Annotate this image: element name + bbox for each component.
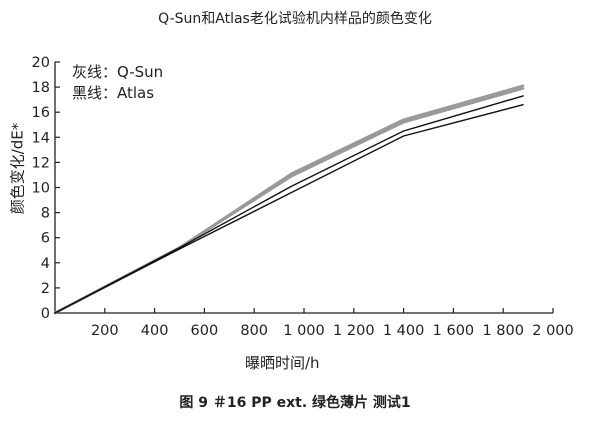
- x-tick-label: 1 000: [283, 323, 325, 339]
- x-tick-label: 200: [91, 323, 119, 339]
- legend-entry-atlas: 黑线：Atlas: [72, 84, 155, 102]
- x-tick-label: 1 600: [433, 323, 475, 339]
- legend: 灰线：Q-Sun 黑线：Atlas: [72, 62, 163, 104]
- y-tick-label: 10: [32, 181, 50, 197]
- y-tick-label: 6: [41, 231, 50, 247]
- legend-entry-qsun: 灰线：Q-Sun: [72, 63, 164, 81]
- x-tick-label: 2 000: [532, 323, 574, 339]
- series-line-atlas-3: [54, 95, 524, 314]
- figure-caption: 图 9 ＃16 PP ext. 绿色薄片 测试1: [179, 395, 411, 411]
- x-tick-label: 1 400: [383, 323, 425, 339]
- y-tick-label: 4: [41, 256, 50, 272]
- y-tick-label: 8: [41, 206, 50, 222]
- y-tick-label: 18: [32, 80, 50, 96]
- y-axis-label: 颜色变化/dE*: [8, 122, 27, 215]
- y-tick-label: 14: [32, 130, 50, 146]
- x-tick-label: 400: [141, 323, 169, 339]
- x-tick-label: 1 200: [333, 323, 375, 339]
- x-tick-label: 600: [191, 323, 219, 339]
- series-layer: [53, 84, 525, 315]
- x-tick-label: 800: [240, 323, 268, 339]
- series-line-q-sun-2: [53, 87, 525, 315]
- chart-title: Q-Sun和Atlas老化试验机内样品的颜色变化: [158, 11, 432, 27]
- y-tick-label: 20: [32, 55, 50, 71]
- x-tick-label: 1 800: [482, 323, 524, 339]
- series-line-atlas-4: [54, 103, 524, 314]
- axes-layer: 0 2 4 6 8 10 12 14 16 18 20 200 400 600 800 1 000 1 200 1…: [32, 55, 574, 339]
- y-tick-label: 12: [32, 155, 50, 171]
- x-axis-label: 曝晒时间/h: [245, 354, 320, 372]
- y-tick-label: 0: [41, 306, 50, 322]
- y-tick-label: 2: [41, 281, 50, 297]
- y-tick-label: 16: [32, 105, 50, 121]
- series-line-q-sun-1: [53, 84, 525, 315]
